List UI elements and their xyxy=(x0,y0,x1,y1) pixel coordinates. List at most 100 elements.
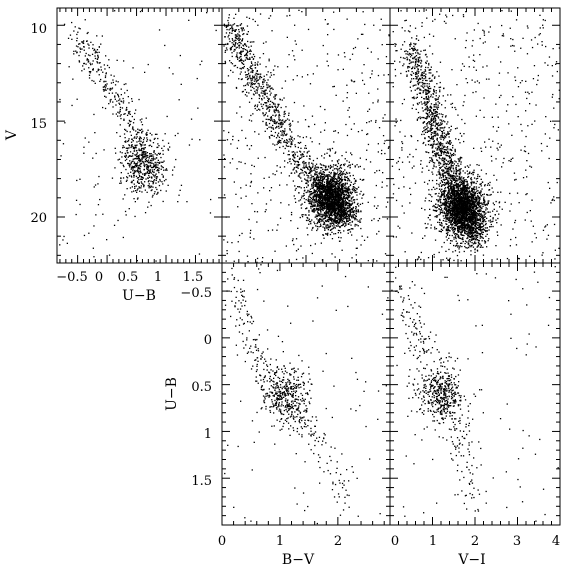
data-point xyxy=(449,210,451,212)
data-point xyxy=(355,211,357,213)
data-point xyxy=(123,113,125,115)
data-point xyxy=(327,23,329,25)
data-point xyxy=(334,199,336,201)
data-point xyxy=(281,124,283,126)
data-point xyxy=(327,189,329,191)
data-point xyxy=(243,29,245,31)
data-point xyxy=(310,207,312,209)
data-point xyxy=(457,203,459,206)
data-point xyxy=(343,214,345,216)
data-point xyxy=(322,164,324,166)
data-point xyxy=(339,203,342,205)
data-point xyxy=(146,166,148,168)
data-point xyxy=(316,185,318,187)
data-point xyxy=(254,105,256,107)
data-point xyxy=(337,201,339,203)
data-point xyxy=(113,75,115,77)
data-point xyxy=(238,39,240,41)
data-point xyxy=(468,231,471,233)
data-point xyxy=(341,210,343,212)
data-point xyxy=(314,210,316,212)
data-point xyxy=(281,121,283,124)
data-point xyxy=(288,175,290,177)
data-point xyxy=(125,83,127,85)
data-point xyxy=(467,221,469,224)
data-point xyxy=(224,51,226,53)
data-point xyxy=(138,131,140,134)
data-point xyxy=(344,173,347,175)
data-point xyxy=(301,76,303,78)
data-point xyxy=(341,208,343,210)
data-point xyxy=(327,183,329,185)
data-point xyxy=(279,115,281,117)
data-point xyxy=(71,104,73,107)
data-point xyxy=(332,227,334,230)
data-point xyxy=(343,220,346,223)
data-point xyxy=(104,95,106,97)
data-point xyxy=(474,239,476,241)
data-point xyxy=(150,166,153,169)
data-point xyxy=(255,72,257,74)
data-point xyxy=(344,204,346,206)
data-point xyxy=(236,46,238,48)
data-point xyxy=(347,195,349,197)
data-point xyxy=(335,183,337,185)
data-point xyxy=(250,65,252,67)
data-point xyxy=(319,191,321,193)
data-point xyxy=(103,86,105,88)
data-point xyxy=(266,87,268,89)
data-point xyxy=(112,106,114,108)
data-point xyxy=(348,189,350,191)
data-point xyxy=(286,139,288,141)
data-point xyxy=(143,173,146,175)
data-point xyxy=(352,186,354,188)
data-point xyxy=(270,87,272,89)
data-point xyxy=(149,153,151,155)
data-point xyxy=(269,88,272,90)
data-point xyxy=(263,90,265,93)
data-point xyxy=(297,146,299,149)
data-point xyxy=(327,209,329,211)
data-point xyxy=(332,177,334,180)
data-point xyxy=(336,207,338,209)
data-point xyxy=(436,187,438,190)
data-point xyxy=(90,41,92,43)
data-point xyxy=(314,169,316,171)
data-point xyxy=(273,109,275,111)
data-point xyxy=(102,213,104,215)
data-point xyxy=(290,146,292,148)
data-point xyxy=(242,38,244,40)
data-point xyxy=(186,201,188,203)
data-point xyxy=(333,211,335,213)
data-point xyxy=(274,131,277,134)
data-point xyxy=(270,119,272,121)
data-point xyxy=(137,197,139,199)
data-point xyxy=(340,205,342,207)
data-point xyxy=(141,128,143,130)
data-point xyxy=(339,173,341,175)
data-point xyxy=(81,41,83,43)
data-point xyxy=(251,68,253,70)
data-point xyxy=(331,222,333,224)
data-point xyxy=(158,162,160,164)
data-point xyxy=(110,98,112,101)
data-point xyxy=(131,115,133,118)
data-point xyxy=(344,163,346,165)
data-point xyxy=(328,198,330,200)
data-point xyxy=(327,186,329,188)
data-point xyxy=(234,30,236,32)
data-point xyxy=(414,73,417,76)
data-point xyxy=(343,196,345,198)
data-point xyxy=(350,128,353,130)
data-point xyxy=(334,206,337,208)
data-point xyxy=(144,151,146,153)
data-point xyxy=(153,175,155,177)
data-point xyxy=(272,102,275,104)
data-point xyxy=(313,195,315,197)
data-point xyxy=(301,156,303,158)
data-point xyxy=(272,128,275,130)
data-point xyxy=(303,197,305,200)
data-point xyxy=(319,201,321,203)
data-point xyxy=(114,84,117,86)
data-point xyxy=(109,88,111,90)
